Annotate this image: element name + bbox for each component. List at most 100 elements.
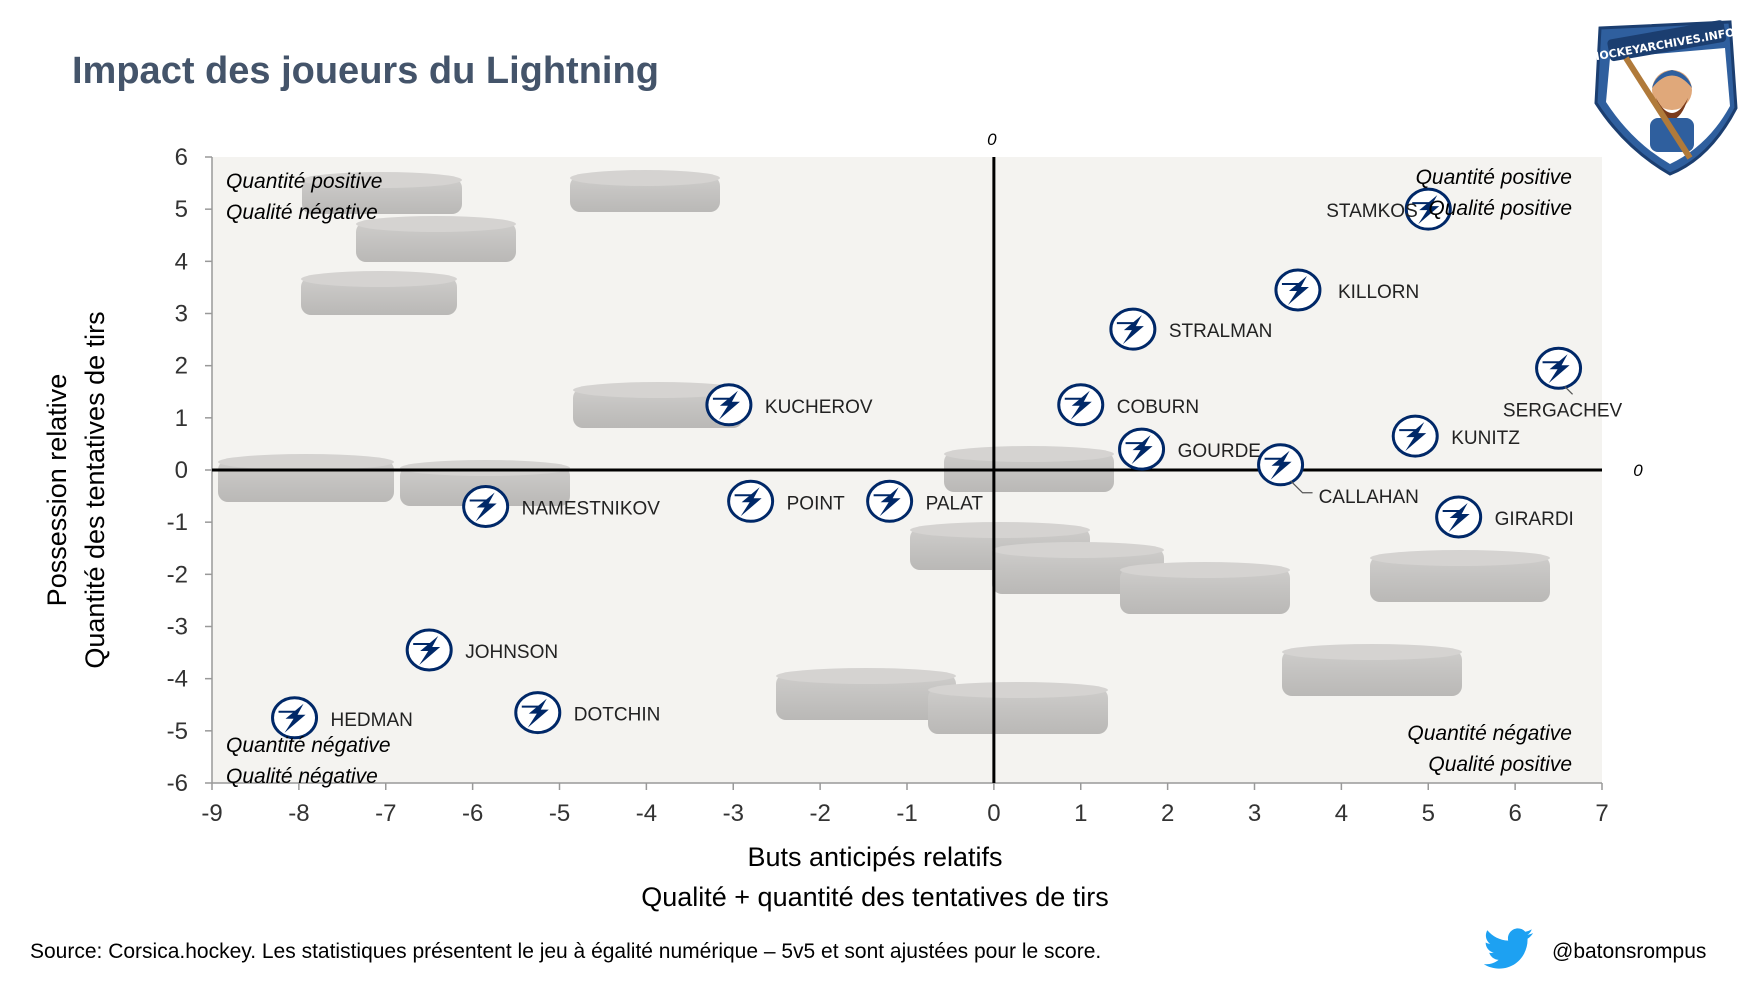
x-tick-label: -7 xyxy=(375,800,396,827)
data-point-stralman: STRALMAN xyxy=(1109,307,1272,351)
leader-line xyxy=(1564,385,1573,395)
x-tick-label: -2 xyxy=(809,800,830,827)
y-tick-label: 2 xyxy=(175,353,188,380)
data-label: KUCHEROV xyxy=(765,397,873,418)
y-tick-label: 1 xyxy=(175,405,188,432)
lightning-bolt-icon xyxy=(1070,390,1092,420)
quadrant-note-line: Qualité négative xyxy=(226,201,378,224)
y-tick-label: -3 xyxy=(167,614,188,641)
zero-label-x-axis-end: 0 xyxy=(1633,461,1643,480)
data-label: GIRARDI xyxy=(1495,509,1574,530)
background-puck xyxy=(944,446,1114,492)
x-tick-label: 0 xyxy=(987,800,1000,827)
data-point-stamkos: STAMKOS xyxy=(1326,187,1452,231)
data-point-palat: PALAT xyxy=(866,479,983,523)
quadrant-note-line: Qualité négative xyxy=(226,765,378,788)
y-tick-label: 3 xyxy=(175,301,188,328)
x-tick-label: 4 xyxy=(1335,800,1348,827)
y-tick-label: 5 xyxy=(175,196,188,223)
y-axis-title-line-1: Possession relative xyxy=(42,373,72,607)
twitter-handle: @batonsrompus xyxy=(1552,940,1707,963)
y-tick-label: 4 xyxy=(175,248,188,275)
data-point-sergachev: SERGACHEV xyxy=(1503,346,1623,421)
x-tick-label: -9 xyxy=(201,800,222,827)
x-tick-label: -6 xyxy=(462,800,483,827)
lightning-bolt-icon xyxy=(718,390,740,420)
lightning-bolt-icon xyxy=(740,487,762,517)
x-axis-title-line-1: Buts anticipés relatifs xyxy=(747,842,1003,872)
quadrant-note-line: Quantité négative xyxy=(1407,722,1572,745)
quadrant-note-bottom-left: Quantité négative Qualité négative xyxy=(226,730,391,792)
x-tick-label: -1 xyxy=(896,800,917,827)
y-axis-title: Possession relative Quantité des tentati… xyxy=(38,311,114,668)
leader-line xyxy=(1290,480,1313,494)
data-label: POINT xyxy=(787,493,845,514)
data-label: NAMESTNIKOV xyxy=(522,499,661,520)
x-axis-title-line-2: Qualité + quantité des tentatives de tir… xyxy=(641,882,1109,912)
lightning-bolt-icon xyxy=(1287,276,1309,306)
y-axis-title-line-2: Quantité des tentatives de tirs xyxy=(80,311,110,669)
x-tick-label: 6 xyxy=(1508,800,1521,827)
quadrant-note-line: Quantité positive xyxy=(226,170,383,193)
background-puck xyxy=(301,271,457,315)
data-label: STRALMAN xyxy=(1169,321,1272,342)
lightning-bolt-icon xyxy=(879,487,901,517)
zero-label-y-axis-top: 0 xyxy=(987,130,997,149)
data-point-callahan: CALLAHAN xyxy=(1257,443,1419,508)
background-puck xyxy=(1282,644,1462,696)
quadrant-note-bottom-right: Quantité négative Qualité positive xyxy=(1407,718,1572,780)
data-label: STAMKOS xyxy=(1326,201,1418,222)
quadrant-note-top-right: Quantité positive Qualité positive xyxy=(1416,162,1572,224)
data-point-hedman: HEDMAN xyxy=(271,696,413,740)
data-point-johnson: JOHNSON xyxy=(405,628,558,672)
y-tick-label: -2 xyxy=(167,561,188,588)
data-point-kunitz: KUNITZ xyxy=(1391,414,1520,458)
quadrant-note-line: Quantité négative xyxy=(226,734,391,757)
background-pucks-image xyxy=(218,170,1550,734)
x-tick-label: -8 xyxy=(288,800,309,827)
data-label: GOURDE xyxy=(1178,441,1261,462)
quadrant-note-line: Qualité positive xyxy=(1428,197,1572,220)
background-puck xyxy=(356,216,516,262)
data-label: DOTCHIN xyxy=(574,705,661,726)
hockeyarchives-logo: HOCKEYARCHIVES.INFO xyxy=(1590,20,1738,176)
data-point-kucherov: KUCHEROV xyxy=(705,383,873,427)
background-puck xyxy=(218,454,394,502)
lightning-bolt-icon xyxy=(475,492,497,522)
x-tick-label: 1 xyxy=(1074,800,1087,827)
x-tick-label: -3 xyxy=(723,800,744,827)
y-tick-label: -4 xyxy=(167,666,188,693)
lightning-bolt-icon xyxy=(1405,422,1427,452)
data-label: JOHNSON xyxy=(465,642,558,663)
background-puck xyxy=(928,682,1108,734)
data-point-gourde: GOURDE xyxy=(1118,427,1261,471)
lightning-bolt-icon xyxy=(1418,195,1440,225)
x-tick-label: 3 xyxy=(1248,800,1261,827)
data-point-dotchin: DOTCHIN xyxy=(514,691,661,735)
quadrant-note-line: Quantité positive xyxy=(1415,166,1572,189)
lightning-bolt-icon xyxy=(1270,450,1292,480)
lightning-bolt-icon xyxy=(1122,315,1144,345)
lightning-bolt-icon xyxy=(284,703,306,733)
background-puck xyxy=(573,382,743,428)
lightning-bolt-icon xyxy=(1548,354,1570,384)
x-tick-label: 5 xyxy=(1422,800,1435,827)
data-label: KILLORN xyxy=(1338,282,1419,303)
data-point-point: POINT xyxy=(727,479,845,523)
lightning-bolt-icon xyxy=(419,635,441,665)
data-point-coburn: COBURN xyxy=(1057,383,1199,427)
data-label: COBURN xyxy=(1117,397,1199,418)
y-tick-label: -1 xyxy=(167,509,188,536)
x-tick-label: 7 xyxy=(1595,800,1608,827)
twitter-bird-icon xyxy=(1484,928,1534,969)
quadrant-note-top-left: Quantité positive Qualité négative xyxy=(226,166,382,228)
data-point-girardi: GIRARDI xyxy=(1435,495,1574,539)
data-point-killorn: KILLORN xyxy=(1274,268,1419,312)
data-label: SERGACHEV xyxy=(1503,400,1623,421)
page-title: Impact des joueurs du Lightning xyxy=(72,50,659,92)
y-tick-label: -5 xyxy=(167,718,188,745)
x-tick-label: -5 xyxy=(549,800,570,827)
y-tick-label: 0 xyxy=(175,457,188,484)
source-note: Source: Corsica.hockey. Les statistiques… xyxy=(30,940,1102,963)
